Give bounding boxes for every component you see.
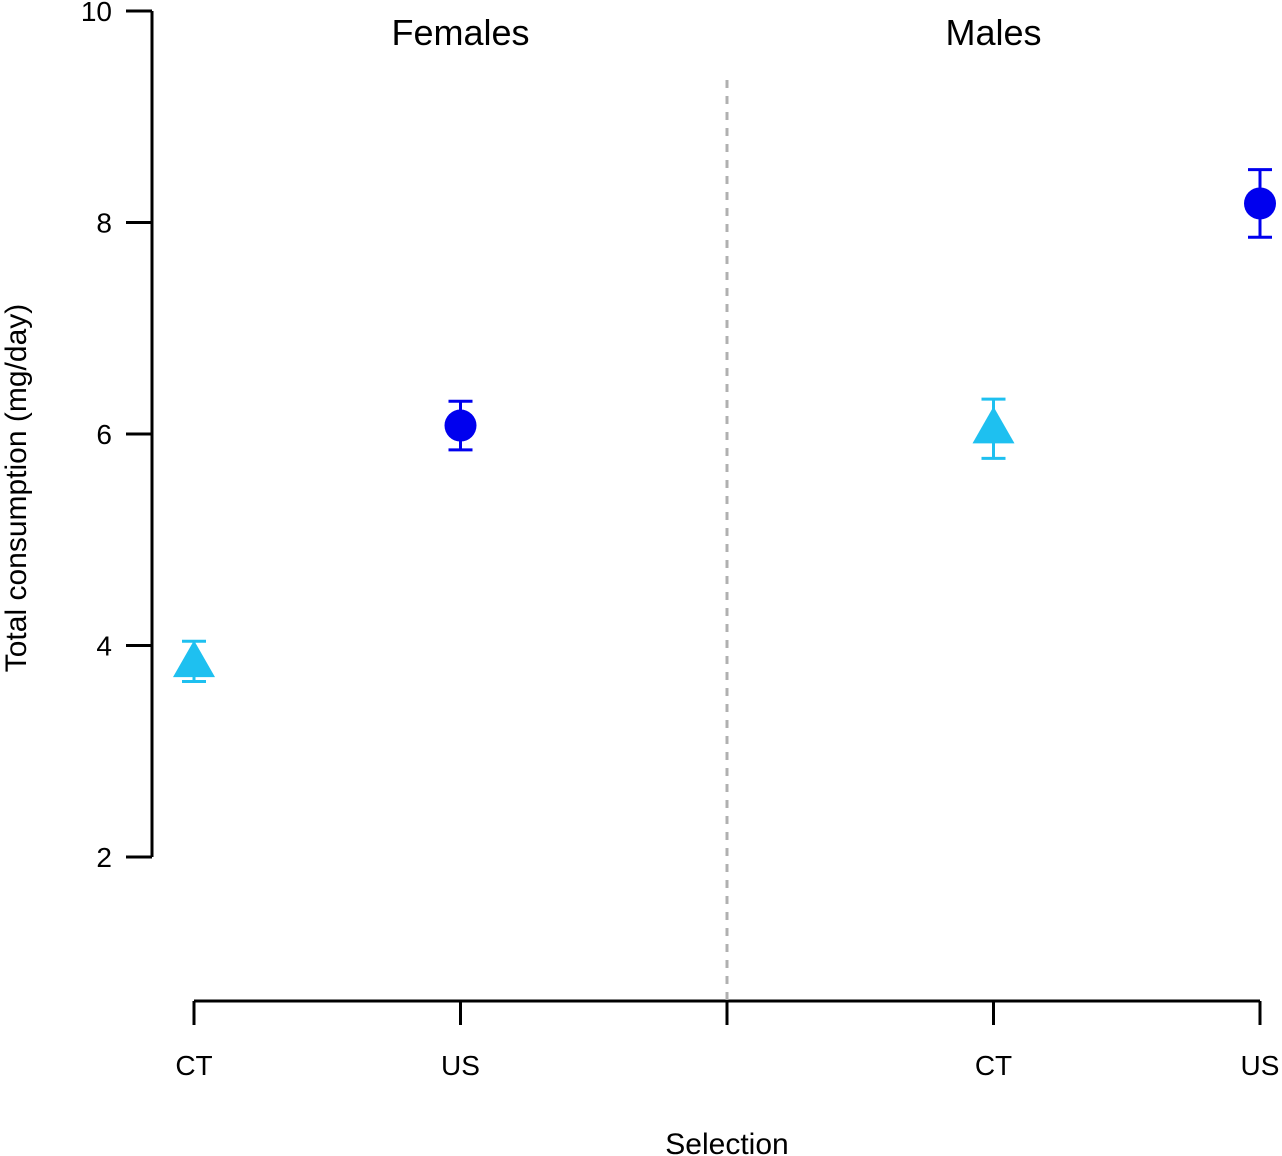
y-axis-title: Total consumption (mg/day)	[0, 304, 33, 673]
data-point-females-us	[444, 399, 477, 452]
x-tick-label: US	[1241, 1050, 1280, 1081]
circle-marker	[1244, 187, 1276, 220]
data-point-males-us	[1244, 168, 1276, 239]
data-points	[173, 168, 1276, 683]
y-tick-label: 10	[81, 0, 112, 27]
panel-label-males: Males	[945, 12, 1041, 53]
y-tick-label: 4	[96, 631, 112, 662]
x-tick-label: CT	[175, 1050, 212, 1081]
data-point-males-ct	[972, 397, 1015, 460]
circle-marker	[444, 409, 477, 442]
data-point-females-ct	[173, 639, 215, 683]
x-axis-title: Selection	[665, 1128, 788, 1156]
panel-label-females: Females	[391, 12, 529, 53]
y-tick-label: 8	[96, 208, 112, 239]
x-tick-label: CT	[975, 1050, 1012, 1081]
x-tick-label: US	[441, 1050, 480, 1081]
y-tick-label: 6	[96, 419, 112, 450]
y-axis-ticks: 2 4 6 8 10	[81, 0, 152, 873]
y-tick-label: 2	[96, 842, 112, 873]
x-axis-ticks: CT US CT US	[175, 1001, 1279, 1081]
triangle-marker	[173, 640, 215, 678]
triangle-marker	[972, 406, 1015, 444]
